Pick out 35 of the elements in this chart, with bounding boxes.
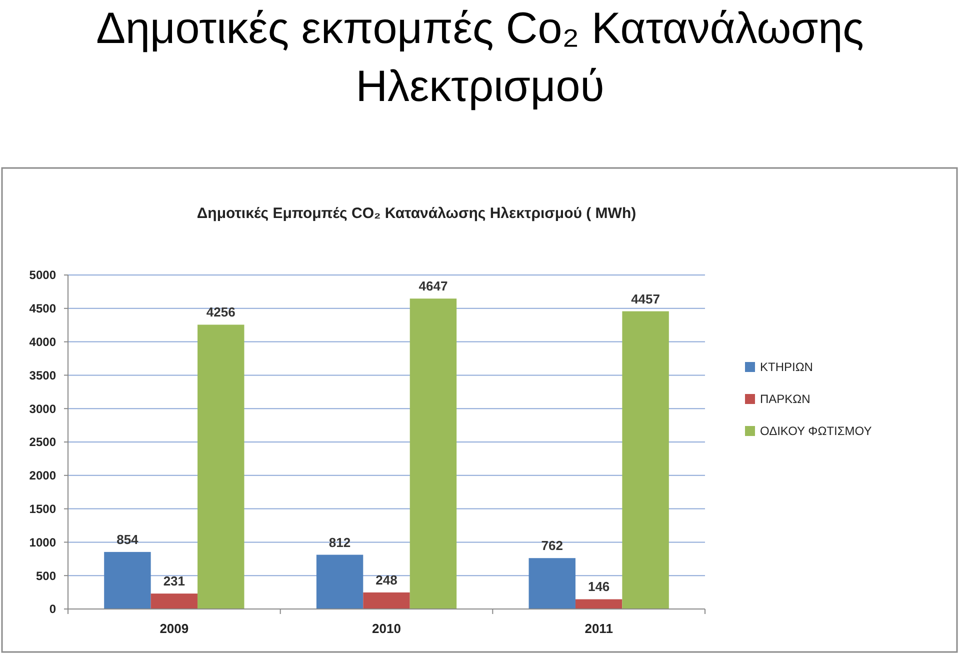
bar bbox=[104, 552, 151, 609]
legend-label: ΚΤΗΡΙΩΝ bbox=[760, 360, 813, 374]
x-tick-label: 2009 bbox=[160, 621, 189, 636]
data-label: 231 bbox=[163, 574, 186, 589]
data-label: 248 bbox=[376, 572, 398, 588]
data-label: 762 bbox=[541, 538, 563, 554]
bar bbox=[622, 311, 669, 609]
data-label: 146 bbox=[588, 579, 610, 594]
legend-label: ΠΑΡΚΩΝ bbox=[760, 392, 810, 406]
y-tick-label: 1000 bbox=[29, 535, 56, 550]
x-tick-label: 2010 bbox=[372, 621, 401, 636]
bar bbox=[410, 298, 457, 609]
x-tick-label: 2011 bbox=[584, 621, 613, 636]
y-tick-label: 2500 bbox=[29, 435, 56, 450]
y-tick-label: 4500 bbox=[29, 302, 56, 316]
bar bbox=[316, 554, 364, 609]
bar bbox=[150, 594, 198, 609]
chart-title: Δημοτικές εκπομπές Co₂ Κατανάλωσης Ηλεκτρισμού bbox=[95, 3, 865, 113]
y-tick-label: 4000 bbox=[29, 335, 56, 349]
y-tick-label: 1500 bbox=[29, 502, 56, 516]
legend-label: ΟΔΙΚΟΥ ΦΩΤΙΣΜΟΥ bbox=[760, 424, 872, 438]
bar bbox=[528, 558, 576, 609]
bar bbox=[198, 324, 244, 609]
y-tick-label: 3500 bbox=[29, 368, 56, 382]
y-tick-label: 0 bbox=[49, 602, 56, 616]
data-label: 4457 bbox=[631, 291, 660, 306]
y-tick-label: 2000 bbox=[29, 468, 56, 483]
data-label: 4647 bbox=[418, 278, 448, 294]
data-label: 4256 bbox=[206, 304, 236, 320]
y-tick-label: 5000 bbox=[29, 268, 56, 282]
bar bbox=[575, 599, 622, 609]
y-tick-label: 500 bbox=[36, 568, 56, 583]
bar bbox=[363, 592, 410, 609]
y-tick-label: 3000 bbox=[29, 402, 56, 416]
chart-subtitle: Δημοτικές Εμπομπές CO₂ Κατανάλωσης Ηλεκτρισμού ( MWh) bbox=[196, 205, 636, 222]
